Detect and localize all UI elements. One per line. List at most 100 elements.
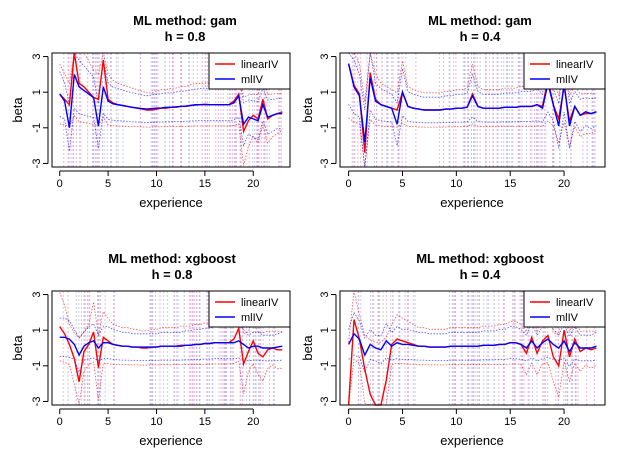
ci-upper-mlIV <box>59 51 283 105</box>
y-axis-label: beta <box>300 335 315 361</box>
x-tick-label: 5 <box>105 416 111 428</box>
x-axis-label: experience <box>139 195 203 210</box>
y-tick-label: -1 <box>31 361 43 371</box>
legend-box <box>523 52 606 90</box>
panel-title-line2: h = 0.8 <box>152 267 193 282</box>
x-tick-label: 10 <box>450 178 462 190</box>
panel-xgboost-h08: ML method: xgboost h = 0.8 0 5 10 15 20 -3 -1 1… <box>10 251 291 448</box>
x-tick-label: 10 <box>150 416 162 428</box>
legend-box <box>523 290 606 328</box>
legend-label-linearIV: linearIV <box>556 59 594 71</box>
x-axis-label: experience <box>440 433 504 448</box>
x-tick-label: 20 <box>558 416 570 428</box>
x-tick-label: 15 <box>199 416 211 428</box>
series-line-mlIV <box>59 336 283 357</box>
panel-title-line1: ML method: xgboost <box>108 251 236 266</box>
x-tick-label: 0 <box>346 178 352 190</box>
series-line-linearIV <box>59 325 283 382</box>
axes: 0 5 10 15 20 -3 -1 1 3 <box>31 292 259 429</box>
legend: linearIV mlIV <box>208 290 291 328</box>
ci-lower-linearIV <box>348 117 597 168</box>
legend-label-mlIV: mlIV <box>241 74 264 86</box>
y-tick-label: -3 <box>319 397 331 407</box>
y-tick-label: 3 <box>319 54 331 60</box>
y-tick-label: -3 <box>31 397 43 407</box>
series-lines <box>347 63 597 153</box>
panel-title-line2: h = 0.4 <box>460 267 502 282</box>
series-lines <box>347 319 597 406</box>
axes: 0 5 10 15 20 -3 -1 1 3 <box>319 292 570 429</box>
legend-label-mlIV: mlIV <box>556 74 579 86</box>
legend-label-linearIV: linearIV <box>241 59 279 71</box>
plot-frame <box>339 290 606 406</box>
plot-frame <box>51 52 291 168</box>
y-tick-label: 3 <box>319 292 331 298</box>
axes: 0 5 10 15 20 -3 -1 1 3 <box>319 54 570 191</box>
x-tick-label: 5 <box>105 178 111 190</box>
axes: 0 5 10 15 20 -3 -1 1 3 <box>31 54 259 191</box>
series-lines <box>59 325 283 382</box>
x-tick-label: 0 <box>346 416 352 428</box>
x-tick-label: 15 <box>504 416 516 428</box>
y-tick-label: 1 <box>31 327 43 333</box>
ci-upper-mlIV <box>348 311 597 339</box>
plot-frame <box>339 52 606 168</box>
ci-lower-mlIV <box>59 107 283 152</box>
ci-upper-mlIV <box>59 317 283 339</box>
legend-box <box>208 290 291 328</box>
panel-title-line2: h = 0.4 <box>460 29 502 44</box>
legend: linearIV mlIV <box>523 52 606 90</box>
panel-title-line1: ML method: xgboost <box>416 251 544 266</box>
legend-label-mlIV: mlIV <box>241 312 264 324</box>
ci-upper-mlIV <box>348 52 597 111</box>
y-axis-label: beta <box>300 97 315 123</box>
legend-label-linearIV: linearIV <box>241 297 279 309</box>
x-tick-label: 20 <box>558 178 570 190</box>
x-tick-label: 0 <box>57 416 63 428</box>
ci-upper-linearIV <box>59 52 283 98</box>
legend: linearIV mlIV <box>208 52 291 90</box>
panel-title-line1: ML method: gam <box>133 13 237 28</box>
y-tick-label: 3 <box>31 292 43 298</box>
ci-upper-linearIV <box>59 292 283 339</box>
legend-label-linearIV: linearIV <box>556 297 594 309</box>
x-tick-label: 0 <box>57 178 63 190</box>
panel-gam-h04: ML method: gam h = 0.4 0 5 10 15 20 -3 -1 1 3 ex… <box>300 13 606 210</box>
ci-lower-linearIV <box>348 358 597 406</box>
y-tick-label: 1 <box>319 327 331 333</box>
panel-title-line1: ML method: gam <box>428 13 532 28</box>
x-tick-label: 20 <box>247 178 259 190</box>
y-axis-label: beta <box>10 97 25 123</box>
x-tick-label: 10 <box>450 416 462 428</box>
y-tick-label: -1 <box>319 361 331 371</box>
legend-label-mlIV: mlIV <box>556 312 579 324</box>
ci-lower-linearIV <box>59 360 283 406</box>
panel-xgboost-h04: ML method: xgboost h = 0.4 0 5 10 15 20 -3 -1 1… <box>300 251 606 448</box>
x-tick-label: 20 <box>247 416 259 428</box>
x-axis-label: experience <box>139 433 203 448</box>
legend: linearIV mlIV <box>523 290 606 328</box>
ci-lower-linearIV <box>59 114 283 166</box>
y-tick-label: 1 <box>31 89 43 95</box>
y-tick-label: -3 <box>319 159 331 169</box>
y-tick-label: -1 <box>31 123 43 133</box>
y-tick-label: 1 <box>319 89 331 95</box>
legend-box <box>208 52 291 90</box>
series-line-mlIV <box>59 74 283 128</box>
panel-gam-h08: ML method: gam h = 0.8 0 5 10 15 20 -3 -1 1 3 ex… <box>10 13 291 210</box>
x-tick-label: 10 <box>150 178 162 190</box>
panel-title-line2: h = 0.8 <box>165 29 206 44</box>
x-tick-label: 15 <box>504 178 516 190</box>
x-axis-label: experience <box>440 195 504 210</box>
series-lines <box>59 52 283 134</box>
ci-upper-linearIV <box>348 290 597 343</box>
y-tick-label: -1 <box>319 123 331 133</box>
series-line-mlIV <box>347 332 597 357</box>
y-tick-label: -3 <box>31 159 43 169</box>
series-line-mlIV <box>347 63 597 143</box>
y-tick-label: 3 <box>31 54 43 60</box>
x-tick-label: 15 <box>199 178 211 190</box>
plot-frame <box>51 290 291 406</box>
x-tick-label: 5 <box>399 416 405 428</box>
